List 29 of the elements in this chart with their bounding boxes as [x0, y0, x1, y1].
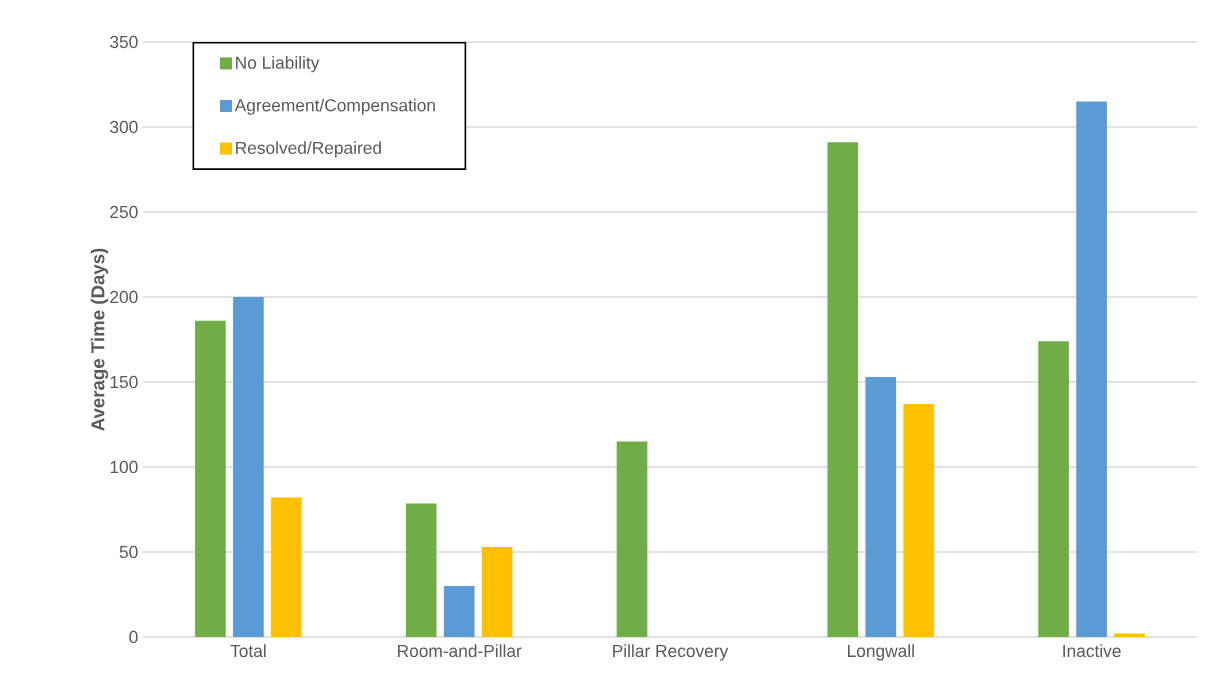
y-tick-label: 150	[110, 375, 138, 389]
bar	[481, 546, 513, 637]
y-tick-label: 100	[110, 460, 138, 474]
x-tick-label: Room-and-Pillar	[398, 644, 522, 658]
y-tick-label: 50	[119, 545, 138, 559]
y-tick-label: 200	[110, 290, 138, 304]
bar	[405, 503, 437, 637]
bar	[1038, 341, 1069, 637]
bar	[827, 142, 859, 637]
legend-label: Agreement/Compensation	[234, 98, 435, 115]
bar	[271, 497, 302, 637]
bar	[233, 296, 264, 637]
y-tick-label: 350	[110, 35, 138, 49]
x-tick-label: Total	[230, 644, 266, 658]
x-tick-label: Inactive	[1063, 644, 1121, 658]
legend-label: No Liability	[236, 56, 320, 73]
bar	[903, 404, 935, 637]
bar	[443, 585, 475, 637]
bar	[865, 376, 897, 637]
bar	[616, 441, 648, 637]
bar	[195, 320, 226, 637]
x-tick-label: Longwall	[848, 644, 914, 661]
y-tick-label: 0	[129, 630, 138, 644]
y-tick-label: 250	[110, 205, 138, 219]
y-axis-title: Average Time (Days)	[90, 248, 109, 431]
bar	[1076, 101, 1107, 637]
legend-label: Resolved/Repaired	[236, 141, 381, 158]
x-tick-label: Pillar Recovery	[613, 644, 729, 661]
y-tick-label: 300	[110, 120, 138, 134]
